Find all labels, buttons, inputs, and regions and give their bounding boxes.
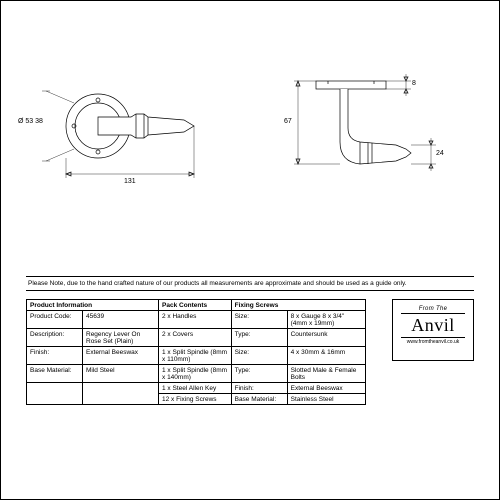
cell-label: Base Material: — [231, 394, 287, 405]
brand-logo: From The Anvil www.fromtheanvil.co.uk — [392, 299, 474, 361]
logo-divider — [401, 313, 465, 314]
cell-value: 12 x Fixing Screws — [159, 394, 232, 405]
cell-value: Countersunk — [287, 329, 365, 347]
cell-label: Base Material: — [27, 365, 83, 383]
cell-value: Stainless Steel — [287, 394, 365, 405]
fixing-screws-header: Fixing Screws — [231, 300, 365, 311]
cell-label: Finish: — [27, 347, 83, 365]
spec-table: Product Information Pack Contents Fixing… — [26, 299, 366, 405]
cell-value: 45639 — [83, 311, 159, 329]
spec-sheet: Ø 53 38 131 — [0, 0, 500, 500]
front-view: Ø 53 38 131 — [36, 56, 216, 201]
cell-value: 2 x Covers — [159, 329, 232, 347]
cell-value: External Beeswax — [287, 383, 365, 394]
cell-label: Description: — [27, 329, 83, 347]
dim-diameter: Ø 53 38 — [18, 118, 43, 125]
side-view: 8 67 24 — [276, 56, 456, 201]
cell-empty — [83, 383, 159, 405]
cell-value: 4 x 30mm & 16mm — [287, 347, 365, 365]
pack-contents-header: Pack Contents — [159, 300, 232, 311]
cell-value: 1 x Steel Allen Key — [159, 383, 232, 394]
cell-label: Type: — [231, 365, 287, 383]
product-info-header: Product Information — [27, 300, 159, 311]
cell-value: Slotted Male & Female Bolts — [287, 365, 365, 383]
cell-label: Finish: — [231, 383, 287, 394]
cell-value: 1 x Split Spindle (8mm x 110mm) — [159, 347, 232, 365]
technical-drawings: Ø 53 38 131 — [26, 26, 474, 266]
dim-lever: 24 — [436, 150, 444, 157]
cell-value: Mild Steel — [83, 365, 159, 383]
cell-label: Size: — [231, 347, 287, 365]
cell-value: External Beeswax — [83, 347, 159, 365]
cell-label: Type: — [231, 329, 287, 347]
logo-top-text: From The — [393, 306, 473, 312]
cell-value: 8 x Gauge 8 x 3/4" (4mm x 19mm) — [287, 311, 365, 329]
spec-tables: Product Information Pack Contents Fixing… — [26, 299, 366, 405]
cell-label: Product Code: — [27, 311, 83, 329]
dim-height: 67 — [284, 118, 292, 125]
cell-value: 2 x Handles — [159, 311, 232, 329]
logo-brand: Anvil — [393, 315, 473, 336]
logo-divider — [401, 337, 465, 338]
dim-depth: 8 — [412, 80, 416, 87]
cell-value: Regency Lever On Rose Set (Plain) — [83, 329, 159, 347]
cell-label: Size: — [231, 311, 287, 329]
cell-value: 1 x Split Spindle (8mm x 140mm) — [159, 365, 232, 383]
cell-empty — [27, 383, 83, 405]
dim-width: 131 — [124, 178, 136, 185]
disclaimer-note: Please Note, due to the hand crafted nat… — [26, 276, 474, 291]
logo-url: www.fromtheanvil.co.uk — [393, 339, 473, 345]
